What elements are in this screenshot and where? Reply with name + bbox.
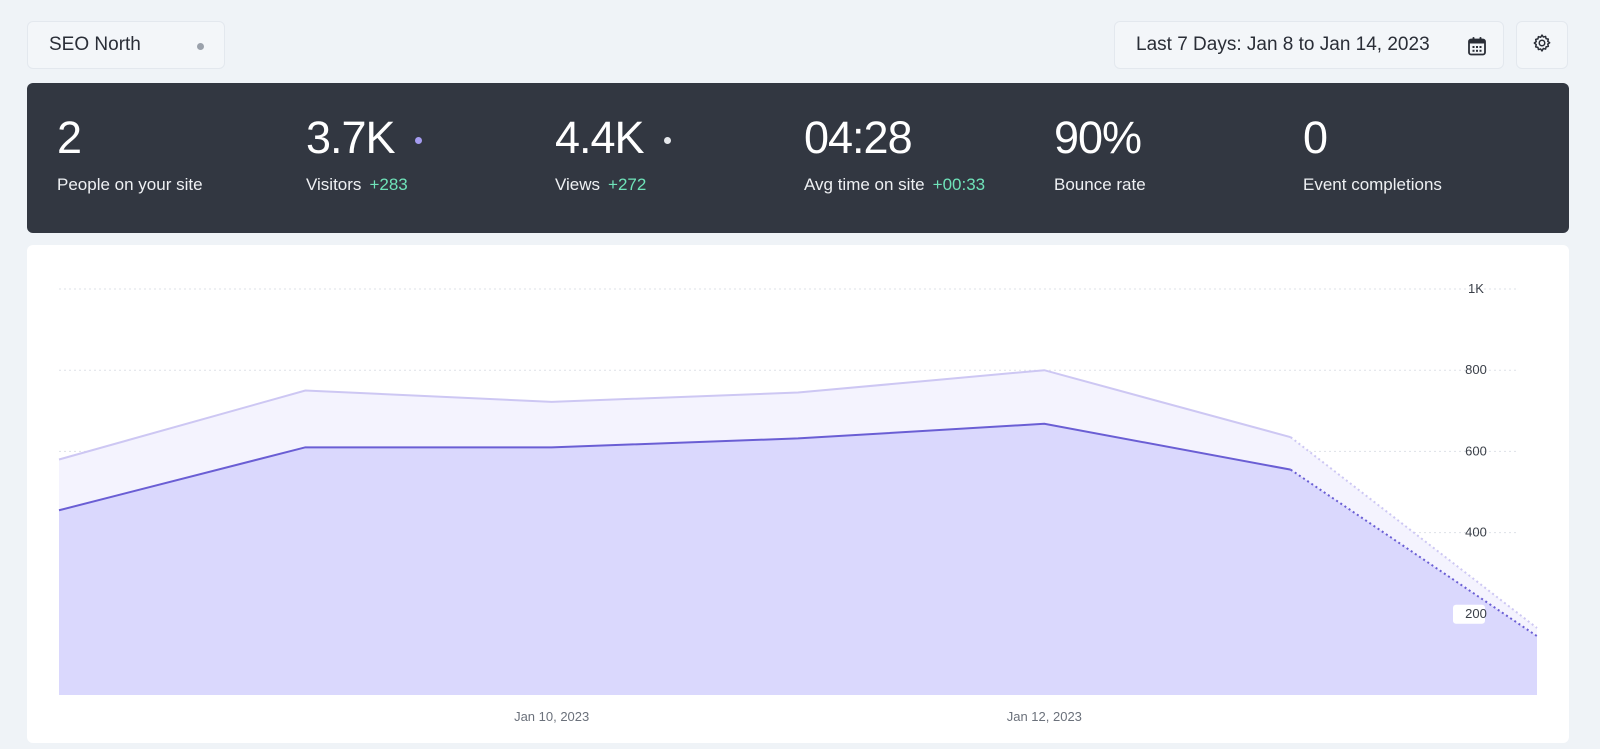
stat-bounce-rate[interactable]: 90% Bounce rate [1054,115,1146,195]
stat-label: Event completions [1303,175,1442,194]
stat-label: Avg time on site [804,175,925,194]
y-tick-label: 800 [1465,362,1487,377]
calendar-icon [1467,36,1487,62]
y-tick-label: 600 [1465,443,1487,458]
date-range-label: Last 7 Days: Jan 8 to Jan 14, 2023 [1136,34,1430,55]
stat-label: Views [555,175,601,194]
stat-value: 3.7K [306,112,396,163]
site-selector[interactable]: SEO North [27,21,225,69]
y-tick-label: 200 [1465,606,1487,621]
stat-delta: +00:33 [932,175,986,194]
stat-label: People on your site [57,175,203,194]
views-series-dot [663,136,671,144]
visitors-series-dot [414,136,422,144]
site-selector-label: SEO North [49,34,141,55]
stat-visitors[interactable]: 3.7K Visitors +283 [306,115,422,195]
x-tick-label: Jan 12, 2023 [1007,709,1082,724]
stat-views[interactable]: 4.4K Views +272 [555,115,671,195]
stat-avg-time[interactable]: 04:28 Avg time on site +00:33 [804,115,985,195]
site-status-dot [197,43,204,50]
stat-value: 90% [1054,112,1142,163]
settings-button[interactable] [1516,21,1568,69]
stat-value: 04:28 [804,112,913,163]
stat-delta: +272 [608,175,647,194]
stat-people-on-site[interactable]: 2 People on your site [57,115,203,195]
stat-label: Visitors [306,175,362,194]
visitors-series-area [59,423,1537,695]
visitors-series-line [58,422,1291,512]
stat-label: Bounce rate [1054,175,1146,194]
date-range-button[interactable]: Last 7 Days: Jan 8 to Jan 14, 2023 [1114,21,1504,69]
stat-event-completions[interactable]: 0 Event completions [1303,115,1442,195]
chart-card: 200 400 600 800 1K Jan 10, 2023 Jan 12, 2023 [27,245,1569,743]
traffic-area-chart[interactable]: 200 400 600 800 1K Jan 10, 2023 Jan 12, 2023 [27,245,1569,743]
stat-value: 2 [57,112,82,163]
stats-panel: 2 People on your site 3.7K Visitors +283 … [27,83,1569,233]
gear-icon [1532,33,1552,58]
stat-value: 4.4K [555,112,645,163]
stat-value: 0 [1303,112,1328,163]
y-tick-label: 1K [1468,281,1484,296]
views-series-projection [1290,436,1538,629]
y-tick-label: 400 [1465,525,1487,540]
x-tick-label: Jan 10, 2023 [514,709,589,724]
views-series-line [58,369,1291,461]
stat-delta: +283 [369,175,408,194]
y-tick-label-bg [1453,604,1485,624]
